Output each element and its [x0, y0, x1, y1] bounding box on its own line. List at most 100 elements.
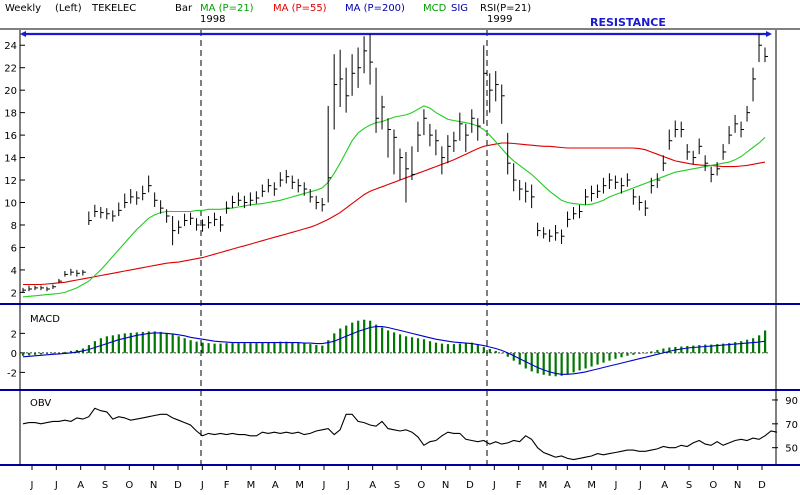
year-label-1999: 1999 — [487, 14, 512, 25]
month-tick-label: S — [102, 480, 108, 491]
macd-histogram-bar — [129, 332, 132, 353]
macd-histogram-bar — [231, 343, 234, 353]
macd-histogram-bar — [512, 352, 515, 361]
macd-histogram-bar — [117, 334, 120, 353]
macd-histogram-bar — [494, 350, 497, 353]
price-y-tick-label: 24 — [4, 41, 17, 52]
macd-histogram-bar — [57, 352, 61, 354]
macd-histogram-bar — [482, 347, 485, 353]
macd-histogram-bar — [602, 352, 605, 363]
macd-histogram-bar — [285, 341, 288, 353]
header-ma200: MA (P=200) — [345, 3, 405, 14]
price-y-tick-label: 20 — [4, 86, 17, 97]
macd-histogram-bar — [662, 348, 665, 353]
macd-histogram-bar — [273, 342, 276, 353]
macd-histogram-bar — [393, 332, 396, 353]
macd-histogram-bar — [710, 344, 713, 353]
macd-histogram-bar — [333, 333, 336, 353]
macd-histogram-bar — [153, 331, 156, 353]
month-tick-label: J — [30, 480, 34, 491]
price-y-tick-label: 14 — [4, 154, 17, 165]
macd-histogram-bar — [464, 343, 468, 353]
ma55-line — [23, 142, 766, 286]
price-y-tick-label: 4 — [11, 266, 17, 277]
price-y-tick-label: 12 — [4, 176, 17, 187]
macd-histogram-bar — [758, 335, 761, 353]
month-tick-label: J — [322, 480, 326, 491]
header-ma55: MA (P=55) — [273, 3, 327, 14]
month-tick-label: N — [734, 480, 741, 491]
macd-histogram-bar — [452, 344, 456, 353]
month-tick-label: A — [369, 480, 376, 491]
macd-histogram-bar — [249, 343, 252, 353]
macd-histogram-bar — [207, 343, 210, 353]
macd-histogram-bar — [458, 343, 462, 353]
macd-histogram-bar — [716, 344, 719, 353]
macd-histogram-bar — [620, 352, 623, 358]
month-tick-label: J — [614, 480, 618, 491]
month-tick-label: D — [466, 480, 474, 491]
macd-histogram-bar — [351, 322, 354, 353]
month-tick-label: F — [516, 480, 522, 491]
macd-histogram-bar — [656, 349, 659, 353]
obv-panel-label: OBV — [30, 398, 51, 409]
macd-histogram-bar — [303, 343, 306, 353]
macd-histogram-bar — [123, 333, 126, 353]
month-tick-label: M — [587, 480, 596, 491]
macd-histogram-bar — [243, 343, 246, 353]
resistance-label: RESISTANCE — [590, 16, 666, 29]
header-ma21: MA (P=21) — [200, 3, 254, 14]
macd-histogram-bar — [22, 352, 25, 356]
macd-histogram-bar — [195, 341, 198, 353]
macd-histogram-bar — [147, 331, 150, 353]
macd-histogram-bar — [728, 343, 731, 353]
macd-histogram-bar — [734, 342, 737, 353]
macd-histogram-bar — [189, 340, 192, 353]
month-tick-label: O — [125, 480, 133, 491]
month-tick-label: J — [492, 480, 496, 491]
macd-histogram-bar — [410, 337, 414, 353]
macd-histogram-bar — [440, 343, 444, 353]
obv-panel — [22, 407, 778, 461]
obv-y-tick-label: 50 — [785, 444, 798, 455]
macd-histogram-bar — [404, 336, 408, 353]
month-tick-label: M — [539, 480, 548, 491]
macd-y-tick-label: -2 — [7, 368, 17, 379]
macd-histogram-bar — [566, 352, 569, 375]
macd-histogram-bar — [638, 352, 641, 354]
macd-histogram-bar — [548, 352, 551, 376]
macd-y-tick-label: 0 — [11, 349, 17, 360]
macd-histogram-bar — [321, 345, 324, 353]
month-tick-label: S — [686, 480, 692, 491]
macd-histogram-bar — [171, 334, 174, 353]
header-weekly: Weekly — [5, 3, 41, 14]
macd-histogram-bar — [554, 352, 557, 377]
macd-histogram-bar — [398, 334, 402, 353]
macd-histogram-bar — [416, 338, 420, 353]
macd-histogram-bar — [45, 352, 49, 354]
macd-histogram-bar — [500, 352, 503, 354]
macd-histogram-bar — [740, 341, 743, 353]
macd-histogram-bar — [668, 347, 671, 353]
macd-histogram-bar — [375, 324, 378, 353]
month-tick-label: M — [247, 480, 256, 491]
macd-y-tick-label: 2 — [11, 329, 17, 340]
month-tick-label: D — [174, 480, 182, 491]
price-y-tick-label: 18 — [4, 109, 17, 120]
macd-histogram-bar — [327, 340, 330, 353]
macd-histogram-bar — [686, 346, 689, 353]
macd-histogram-bar — [159, 331, 162, 353]
macd-histogram-bar — [267, 342, 270, 353]
macd-histogram-bar — [165, 332, 168, 353]
macd-histogram-bar — [578, 352, 581, 371]
macd-histogram-bar — [446, 344, 450, 353]
macd-histogram-bar — [530, 352, 533, 372]
macd-histogram-bar — [279, 341, 282, 353]
macd-histogram-bar — [626, 352, 629, 356]
price-y-tick-label: 22 — [4, 64, 17, 75]
macd-histogram-bar — [596, 352, 599, 365]
macd-histogram-bar — [369, 320, 372, 353]
macd-histogram-bar — [590, 352, 593, 367]
obv-line — [22, 407, 778, 461]
macd-histogram-bar — [135, 332, 138, 353]
